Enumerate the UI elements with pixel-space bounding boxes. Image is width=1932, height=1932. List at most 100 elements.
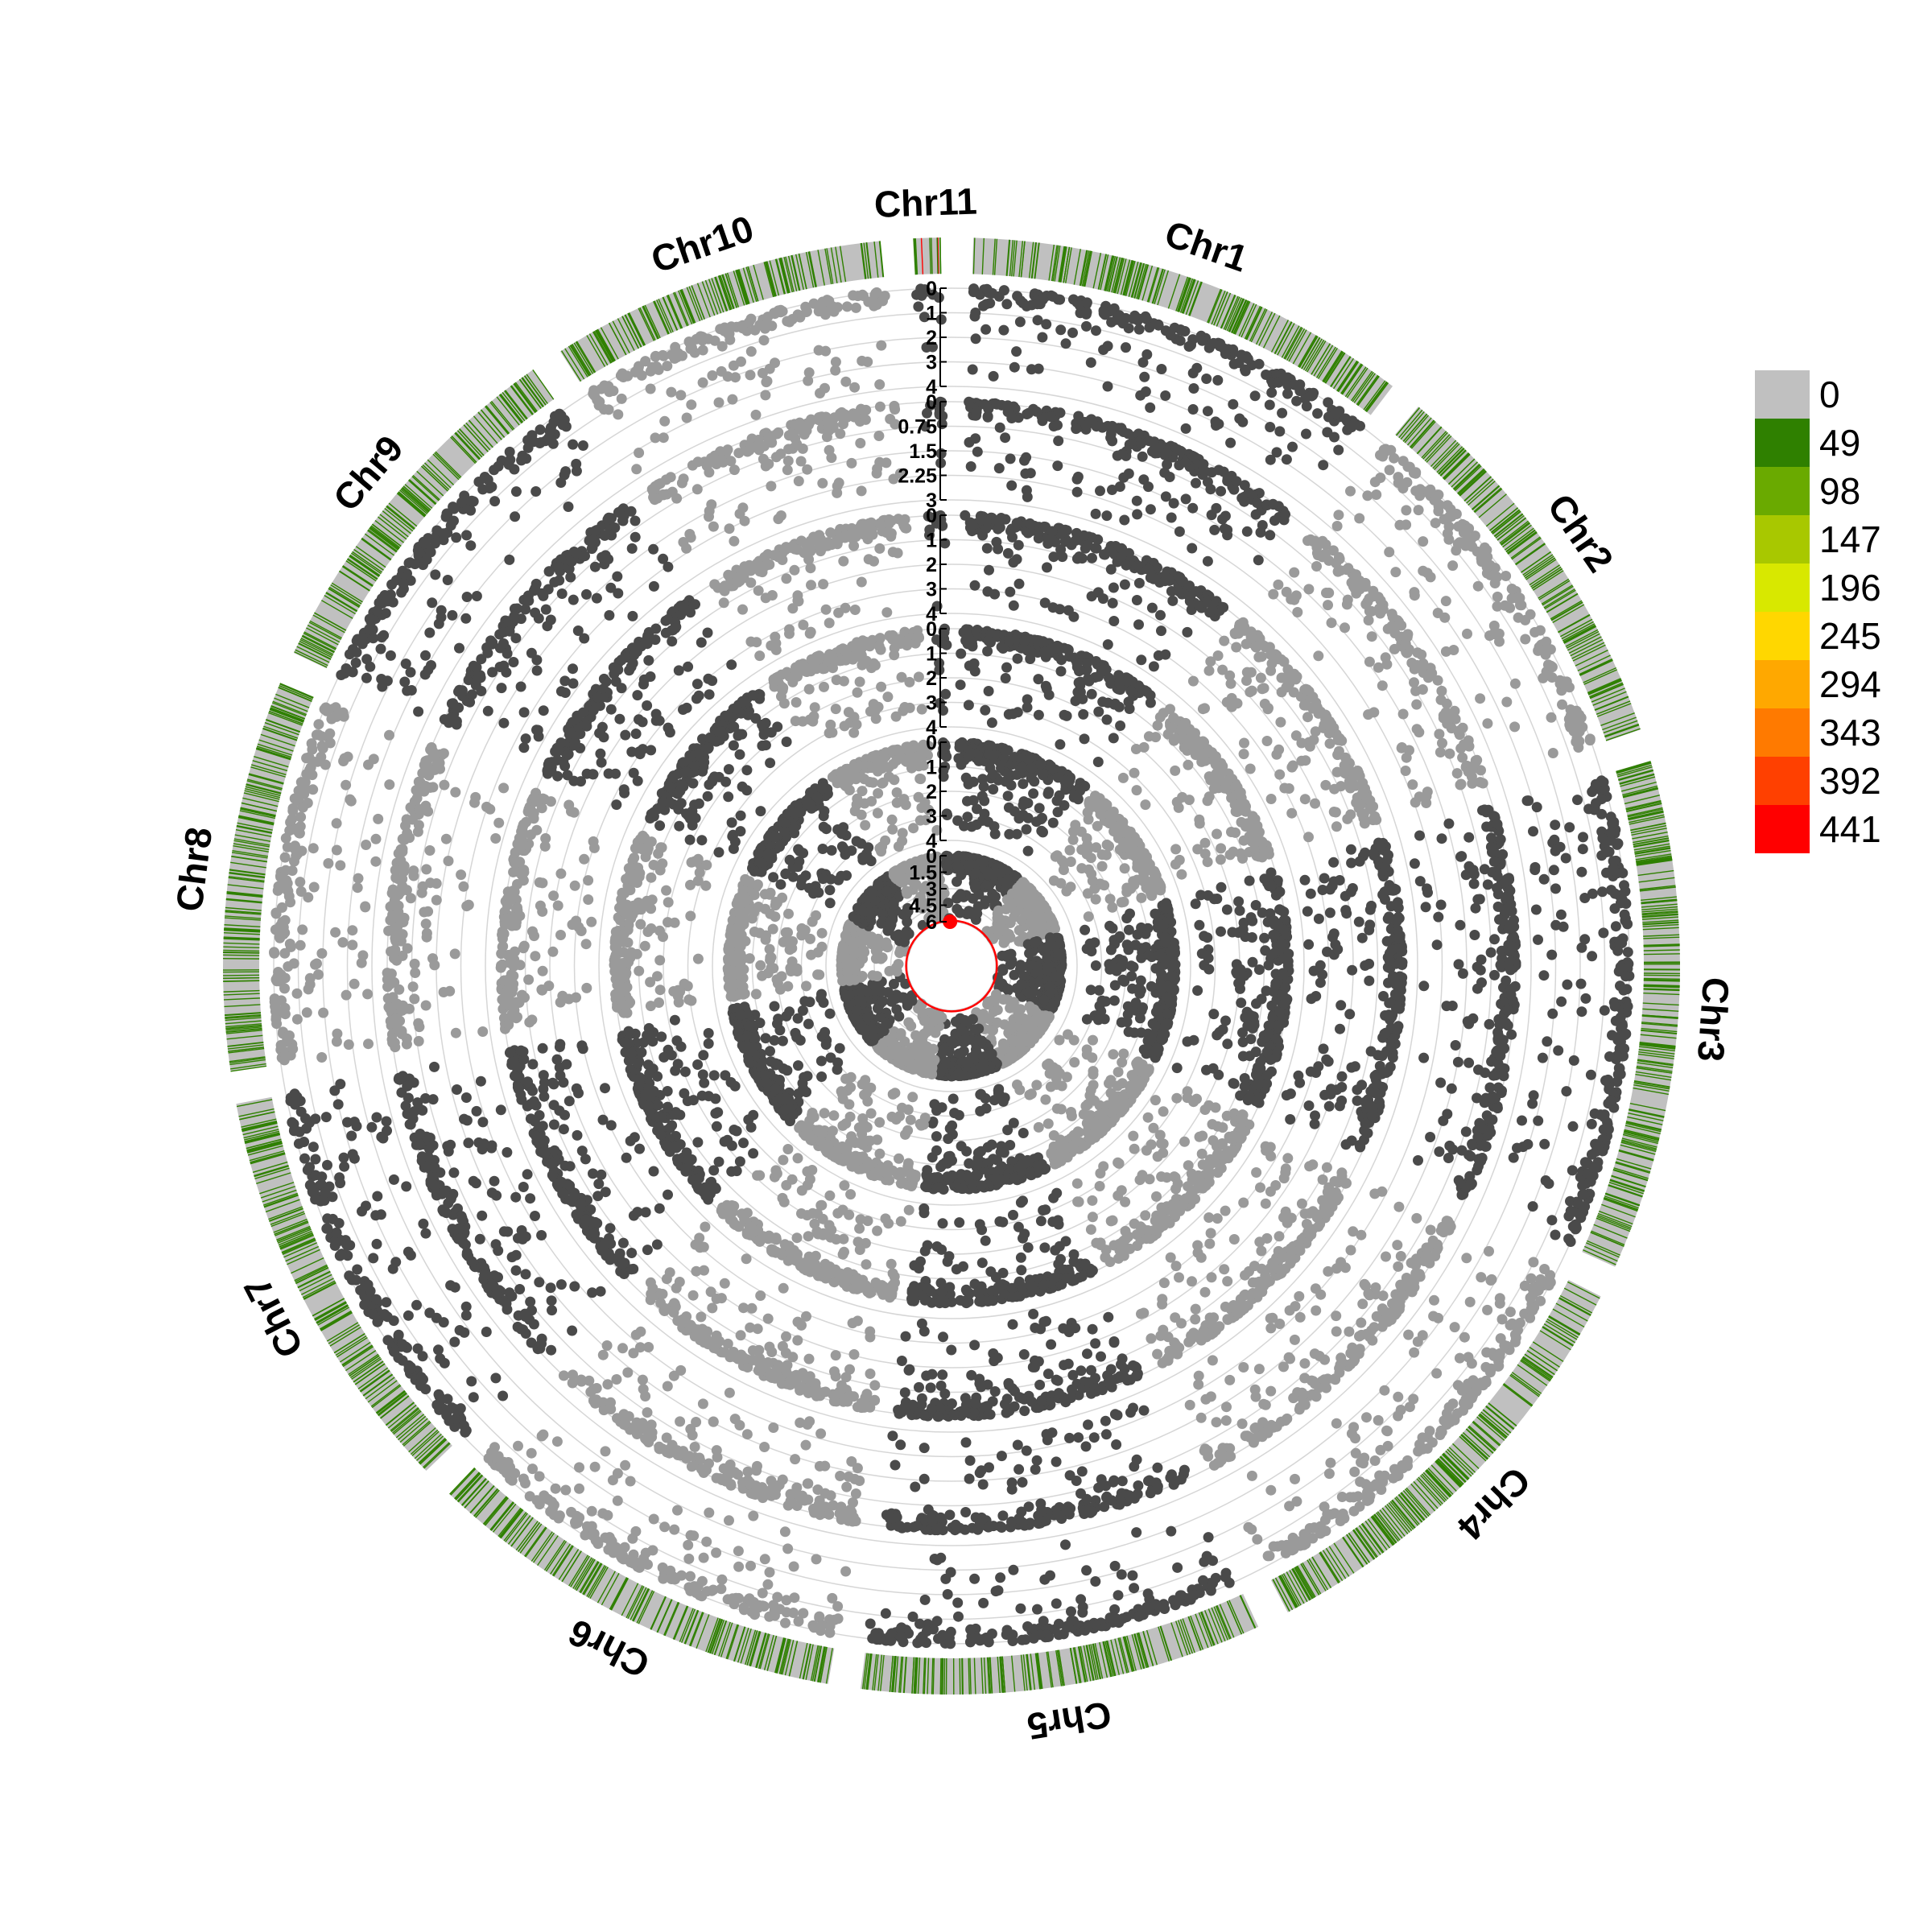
data-point [461, 1302, 472, 1312]
data-point [1510, 1330, 1521, 1340]
data-point [1101, 1429, 1112, 1439]
data-point [647, 1545, 658, 1555]
data-point [1220, 349, 1231, 359]
data-point [985, 1521, 995, 1532]
data-point [1586, 1070, 1596, 1080]
data-point [415, 1129, 425, 1139]
data-point [1246, 1525, 1257, 1535]
data-point [1181, 493, 1191, 504]
data-point [716, 1575, 727, 1585]
data-point [1145, 402, 1155, 413]
data-point [341, 990, 352, 1001]
data-point [1569, 1055, 1579, 1066]
data-point [1103, 382, 1113, 392]
data-point [304, 752, 315, 762]
data-point [1506, 1030, 1517, 1040]
data-point [1322, 427, 1332, 437]
data-point [377, 682, 387, 692]
data-point [1207, 467, 1217, 477]
data-point [937, 1630, 947, 1641]
data-point [1576, 979, 1587, 989]
data-point [707, 1586, 717, 1596]
data-point [1206, 1391, 1216, 1402]
data-point [1174, 526, 1185, 537]
data-point [318, 1008, 328, 1018]
data-point [760, 1554, 770, 1564]
data-point [1495, 1352, 1505, 1362]
data-point [1096, 1474, 1107, 1484]
data-point [1463, 1393, 1474, 1404]
data-point [1081, 1565, 1092, 1575]
data-point [1610, 903, 1620, 914]
data-point [832, 1601, 843, 1612]
data-point [871, 1631, 881, 1641]
data-point [1435, 747, 1446, 758]
data-point [1133, 1612, 1144, 1622]
data-point [1539, 1264, 1550, 1274]
data-point [1507, 593, 1517, 604]
data-point [1452, 768, 1463, 778]
data-point [1436, 686, 1447, 696]
data-point [1105, 1612, 1116, 1623]
data-point [551, 1484, 561, 1494]
data-point [1401, 639, 1411, 650]
data-point [1189, 452, 1199, 462]
data-point [281, 833, 291, 844]
data-point [483, 475, 493, 485]
data-point [789, 1592, 799, 1603]
data-point [1216, 486, 1226, 497]
data-point [339, 1153, 349, 1163]
data-point [1523, 795, 1534, 806]
data-point [1091, 509, 1101, 519]
data-point [1113, 1590, 1124, 1600]
data-point [1604, 1051, 1615, 1062]
data-point [1308, 1376, 1319, 1386]
data-point [1419, 1256, 1430, 1266]
data-point [389, 1174, 399, 1185]
data-point [635, 1342, 646, 1352]
data-point [1374, 604, 1385, 614]
data-point [1451, 1040, 1461, 1051]
data-point [1141, 349, 1152, 360]
data-point [1001, 299, 1012, 309]
data-point [1267, 1313, 1278, 1323]
data-point [1018, 1517, 1028, 1528]
data-point [493, 461, 504, 472]
data-point [1090, 1576, 1100, 1587]
data-point [1323, 600, 1333, 610]
data-point [361, 840, 371, 850]
data-point [1469, 930, 1480, 940]
data-point [1013, 1464, 1024, 1475]
data-point [1461, 1253, 1472, 1263]
data-point [1507, 584, 1517, 594]
data-point [466, 1376, 477, 1386]
data-point [1403, 1330, 1414, 1340]
data-point [887, 1430, 898, 1441]
data-point [1023, 408, 1034, 419]
data-point [927, 1515, 938, 1525]
data-point [1437, 833, 1447, 844]
data-point [1370, 1455, 1381, 1466]
data-point [1546, 950, 1557, 960]
data-point [479, 1270, 489, 1281]
data-point [782, 1607, 792, 1617]
data-point [745, 369, 756, 380]
data-point [1265, 455, 1276, 465]
data-point [759, 335, 770, 345]
data-point [1495, 1051, 1505, 1061]
data-point [1616, 1013, 1626, 1023]
data-point [1242, 526, 1253, 537]
data-point [913, 301, 923, 312]
data-point [1232, 476, 1242, 486]
data-point [308, 784, 318, 795]
data-point [292, 989, 303, 999]
data-point [1484, 1246, 1494, 1257]
data-point [1212, 375, 1223, 386]
data-point [335, 1079, 345, 1089]
data-point [911, 1521, 922, 1531]
data-point [1022, 1446, 1032, 1456]
data-point [1311, 1306, 1321, 1316]
data-point [1567, 1165, 1578, 1175]
data-point [910, 1482, 920, 1492]
